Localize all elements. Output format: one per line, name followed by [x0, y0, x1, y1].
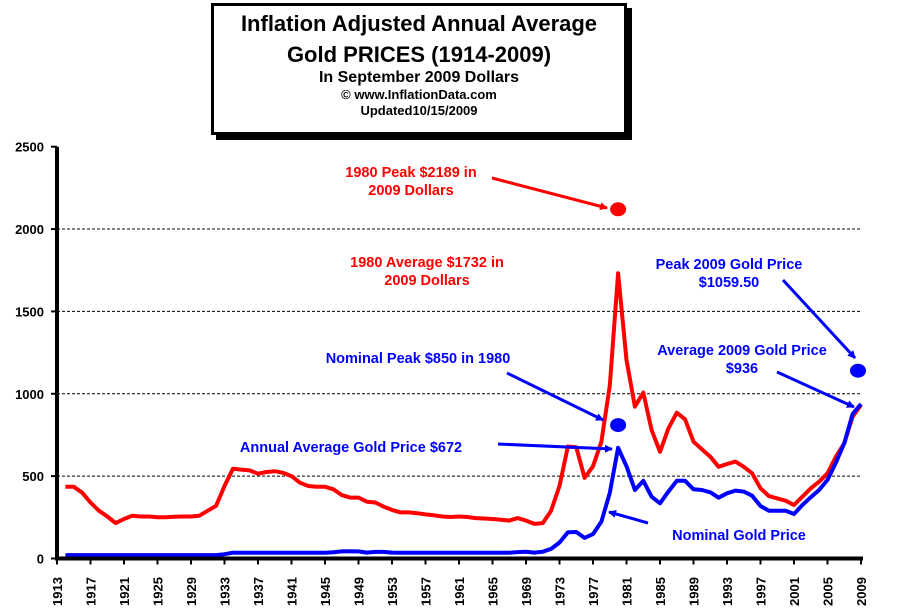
x-tick-label: 1941 [285, 577, 300, 606]
annotation-text: $1059.50 [699, 275, 759, 291]
real-price-line [65, 271, 863, 526]
x-tick-label: 1961 [452, 577, 467, 606]
x-tick-label: 1973 [553, 577, 568, 606]
x-tick-label: 1993 [720, 577, 735, 606]
annotation-arrow [781, 278, 857, 360]
x-tick-label: 1965 [486, 577, 501, 606]
peak-1980-nominal-marker [610, 418, 627, 433]
x-tick-label: 1917 [84, 577, 99, 606]
y-tick-label: 0 [37, 552, 44, 567]
x-tick-label: 1957 [419, 577, 434, 606]
annotation-text: $936 [726, 361, 758, 377]
title-line-1: Inflation Adjusted Annual Average [240, 11, 598, 36]
annotation-text: 2009 Dollars [368, 183, 453, 199]
x-tick-label: 1933 [218, 577, 233, 606]
annotation-text: Nominal Gold Price [672, 528, 806, 544]
x-tick-label: 1945 [318, 577, 333, 606]
x-tick-label: 1949 [352, 577, 367, 606]
title-line-2: Gold PRICES (1914-2009) [286, 42, 552, 67]
annotation-arrow [497, 442, 613, 453]
x-tick-label: 1985 [653, 577, 668, 606]
x-tick-label: 2005 [821, 577, 836, 606]
x-tick-label: 1913 [50, 577, 65, 606]
x-tick-label: 1921 [117, 577, 132, 606]
annotation-text: Nominal Peak $850 in 1980 [326, 351, 511, 367]
title-line-3: In September 2009 Dollars [318, 69, 520, 86]
x-tick-label: 2001 [787, 577, 802, 606]
x-tick-label: 2009 [854, 577, 869, 606]
y-tick-label: 500 [22, 469, 44, 484]
annotation-arrow [491, 176, 608, 211]
y-tick-label: 2000 [15, 222, 44, 237]
peak-2009-marker [850, 363, 866, 378]
x-tick-label: 1929 [184, 577, 199, 606]
x-tick-label: 1981 [620, 577, 635, 606]
x-tick-label: 1969 [519, 577, 534, 606]
y-tick-label: 1000 [15, 387, 44, 402]
title-line-4: © www.InflationData.com [341, 87, 497, 102]
x-tick-label: 1997 [754, 577, 769, 606]
y-tick-label: 1500 [15, 304, 44, 319]
x-tick-label: 1977 [586, 577, 601, 606]
x-tick-label: 1925 [151, 577, 166, 606]
title-box: Inflation Adjusted Annual Average Gold P… [211, 3, 627, 135]
x-tick-label: 1989 [687, 577, 702, 606]
nominal-price-line [65, 402, 863, 558]
title-line-5: Updated10/15/2009 [360, 103, 478, 118]
annotation-text: 1980 Average $1732 in [350, 255, 504, 271]
y-tick-label: 2500 [15, 140, 44, 155]
annotation-text: 2009 Dollars [384, 273, 469, 289]
annotation-text: Peak 2009 Gold Price [656, 257, 803, 273]
annotation-text: Annual Average Gold Price $672 [240, 440, 462, 456]
peak-1980-real-marker [610, 202, 627, 217]
annotation-arrow [776, 370, 855, 409]
x-tick-label: 1937 [251, 577, 266, 606]
x-tick-label: 1953 [385, 577, 400, 606]
annotation-arrow [506, 371, 604, 422]
annotation-text: 1980 Peak $2189 in [345, 165, 476, 181]
annotation-arrow [608, 510, 649, 525]
annotation-text: Average 2009 Gold Price [657, 343, 827, 359]
